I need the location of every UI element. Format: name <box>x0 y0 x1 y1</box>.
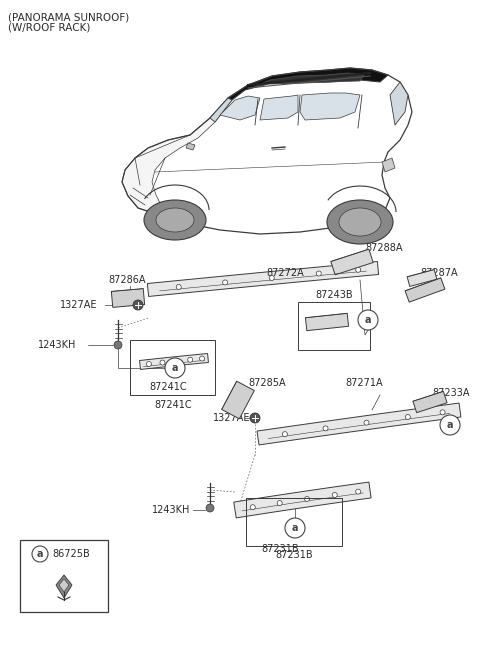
Polygon shape <box>122 98 232 218</box>
Ellipse shape <box>327 200 393 244</box>
Text: 1327AE: 1327AE <box>213 413 251 423</box>
Text: a: a <box>292 523 298 533</box>
Polygon shape <box>305 314 348 331</box>
Text: 87286A: 87286A <box>108 275 145 285</box>
Circle shape <box>405 414 410 420</box>
Circle shape <box>440 410 445 415</box>
Circle shape <box>160 360 165 365</box>
Circle shape <box>277 500 282 506</box>
Polygon shape <box>257 403 461 445</box>
Polygon shape <box>56 575 72 598</box>
Polygon shape <box>382 158 395 172</box>
Circle shape <box>250 505 255 510</box>
Polygon shape <box>390 82 408 125</box>
Polygon shape <box>252 73 364 88</box>
Text: 87288A: 87288A <box>365 243 403 253</box>
Circle shape <box>323 426 328 431</box>
Text: 87231B: 87231B <box>275 550 313 560</box>
Circle shape <box>165 358 185 378</box>
Circle shape <box>285 518 305 538</box>
Text: a: a <box>172 363 178 373</box>
Circle shape <box>304 496 310 502</box>
Circle shape <box>200 356 204 361</box>
Circle shape <box>356 489 360 494</box>
Circle shape <box>133 300 143 310</box>
Circle shape <box>188 357 192 362</box>
Circle shape <box>440 415 460 435</box>
Circle shape <box>114 341 122 349</box>
Text: 87241C: 87241C <box>149 382 187 392</box>
Text: 87243B: 87243B <box>315 290 353 300</box>
Polygon shape <box>59 579 69 592</box>
Circle shape <box>32 546 48 562</box>
Circle shape <box>358 310 378 330</box>
Text: 87233A: 87233A <box>432 388 469 398</box>
Circle shape <box>176 284 181 290</box>
Polygon shape <box>186 143 195 150</box>
Text: 87271A: 87271A <box>345 378 383 388</box>
Text: a: a <box>37 549 43 559</box>
Text: 87231B: 87231B <box>261 544 299 554</box>
Text: a: a <box>447 420 453 430</box>
Circle shape <box>269 275 274 280</box>
Circle shape <box>282 432 288 437</box>
Circle shape <box>250 413 260 423</box>
Ellipse shape <box>156 208 194 232</box>
Circle shape <box>316 271 321 276</box>
Ellipse shape <box>144 200 206 240</box>
Text: (PANORAMA SUNROOF): (PANORAMA SUNROOF) <box>8 12 129 22</box>
Circle shape <box>206 504 214 512</box>
Polygon shape <box>210 98 232 122</box>
Text: 1327AE: 1327AE <box>60 300 97 310</box>
Circle shape <box>146 362 151 366</box>
Circle shape <box>356 267 360 273</box>
Polygon shape <box>234 482 371 518</box>
Polygon shape <box>222 381 254 419</box>
Text: 86725B: 86725B <box>52 549 90 559</box>
Polygon shape <box>220 96 260 120</box>
Polygon shape <box>147 261 379 296</box>
Circle shape <box>223 280 228 285</box>
Ellipse shape <box>339 208 381 236</box>
Text: 87285A: 87285A <box>248 378 286 388</box>
Text: 87287A: 87287A <box>420 268 457 278</box>
Polygon shape <box>111 288 144 308</box>
Polygon shape <box>405 278 445 302</box>
Text: 87241C: 87241C <box>154 400 192 410</box>
Polygon shape <box>413 391 447 412</box>
Polygon shape <box>228 68 388 100</box>
Polygon shape <box>331 249 373 275</box>
Text: (W/ROOF RACK): (W/ROOF RACK) <box>8 23 90 33</box>
Circle shape <box>364 420 369 425</box>
Polygon shape <box>407 269 437 286</box>
Text: 1243KH: 1243KH <box>152 505 191 515</box>
Polygon shape <box>300 93 360 120</box>
Text: 1243KH: 1243KH <box>38 340 76 350</box>
Circle shape <box>332 492 337 498</box>
Text: a: a <box>365 315 371 325</box>
Polygon shape <box>260 95 298 120</box>
Text: 87272A: 87272A <box>266 268 304 278</box>
Polygon shape <box>140 354 208 370</box>
Circle shape <box>174 358 179 364</box>
